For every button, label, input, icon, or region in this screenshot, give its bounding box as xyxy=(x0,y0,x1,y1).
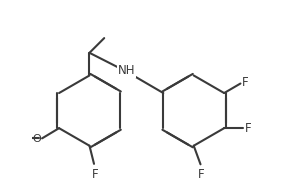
Text: NH: NH xyxy=(118,64,135,77)
Text: F: F xyxy=(242,76,249,89)
Text: O: O xyxy=(32,134,41,144)
Text: F: F xyxy=(92,168,98,181)
Text: F: F xyxy=(198,168,205,181)
Text: F: F xyxy=(245,122,252,135)
